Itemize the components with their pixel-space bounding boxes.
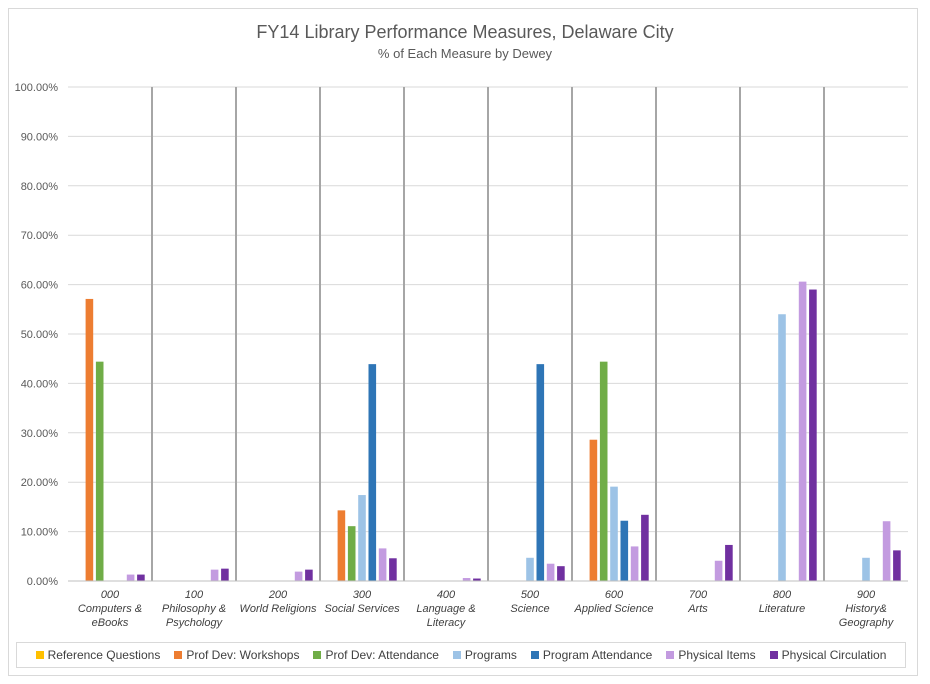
bar-programs: [862, 557, 870, 581]
bar-physical-circulation: [305, 569, 313, 581]
x-tick-label: 000 Computers & eBooks: [78, 589, 142, 629]
bar-physical-items: [630, 546, 639, 581]
y-tick-label: 30.00%: [21, 428, 59, 440]
legend-swatch: [35, 651, 44, 659]
bar-physical-items: [546, 563, 555, 581]
y-tick-label: 70.00%: [21, 230, 59, 242]
bar-physical-circulation: [557, 566, 565, 581]
legend-entry: Physical Circulation: [769, 648, 887, 662]
legend: Reference Questions Prof Dev: Workshops Pr…: [16, 642, 906, 668]
legend-entry: Programs: [452, 648, 517, 662]
x-tick-label: 500 Science: [510, 589, 549, 615]
bar-physical-circulation: [809, 289, 817, 581]
bar-physical-items: [126, 574, 135, 581]
bar-prof-dev-attendance: [95, 361, 104, 581]
legend-swatch: [452, 651, 461, 659]
bar-programs: [610, 486, 618, 581]
bar-physical-items: [294, 571, 303, 581]
bar-programs: [358, 495, 366, 581]
y-tick-label: 10.00%: [21, 527, 59, 539]
bar-physical-circulation: [725, 544, 733, 581]
bar-physical-items: [798, 281, 807, 581]
bar-physical-items: [210, 569, 219, 581]
bar-physical-circulation: [389, 558, 397, 581]
legend-label: Reference Questions: [47, 648, 161, 662]
legend-entry: Program Attendance: [530, 648, 653, 662]
bar-physical-circulation: [893, 550, 901, 581]
bar-programs: [526, 557, 534, 581]
bar-program-attendance: [536, 364, 545, 581]
bar-physical-circulation: [641, 514, 649, 581]
legend-entry: Prof Dev: Attendance: [313, 648, 439, 662]
bar-prof-dev-workshops: [589, 439, 598, 581]
legend-swatch: [666, 651, 675, 659]
bar-physical-circulation: [137, 574, 145, 581]
legend-label: Program Attendance: [542, 648, 653, 662]
x-tick-label: 100 Philosophy & Psychology: [162, 589, 226, 629]
bar-physical-items: [882, 521, 891, 581]
x-tick-label: 600 Applied Science: [574, 589, 654, 615]
bar-physical-items: [378, 548, 387, 581]
legend-entry: Reference Questions: [35, 648, 161, 662]
chart-area: [8, 8, 918, 676]
y-tick-label: 90.00%: [21, 131, 59, 143]
y-tick-label: 0.00%: [27, 576, 58, 588]
bar-physical-items: [714, 560, 723, 581]
legend-swatch: [769, 651, 778, 659]
bar-program-attendance: [620, 520, 629, 581]
legend-entry: Physical Items: [666, 648, 756, 662]
bar-prof-dev-workshops: [337, 510, 346, 581]
y-tick-label: 20.00%: [21, 477, 59, 489]
legend-entry: Prof Dev: Workshops: [174, 648, 299, 662]
bar-physical-circulation: [221, 568, 229, 581]
bar-physical-circulation: [473, 578, 481, 581]
legend-label: Prof Dev: Attendance: [325, 648, 439, 662]
x-tick-label: 400 Language & Literacy: [416, 589, 475, 629]
x-tick-label: 300 Social Services: [324, 589, 400, 615]
legend-label: Physical Circulation: [781, 648, 887, 662]
x-tick-label: 800 Literature: [759, 589, 805, 615]
y-tick-label: 80.00%: [21, 181, 59, 193]
legend-swatch: [530, 651, 539, 659]
legend-label: Programs: [464, 648, 517, 662]
legend-label: Prof Dev: Workshops: [186, 648, 300, 662]
chart-subtitle: % of Each Measure by Dewey: [377, 46, 553, 61]
bar-prof-dev-attendance: [599, 361, 608, 581]
legend-label: Physical Items: [678, 648, 756, 662]
y-tick-label: 60.00%: [21, 280, 59, 292]
x-tick-label: 900 History& Geography: [839, 589, 895, 629]
bar-program-attendance: [368, 364, 377, 581]
y-tick-label: 40.00%: [21, 378, 59, 390]
legend-swatch: [313, 651, 322, 659]
x-tick-label: 200 World Religions: [239, 589, 317, 615]
x-tick-label: 700 Arts: [687, 589, 708, 615]
y-tick-label: 100.00%: [15, 82, 59, 94]
legend-swatch: [174, 651, 183, 659]
bar-physical-items: [462, 578, 471, 581]
y-tick-label: 50.00%: [21, 329, 59, 341]
bar-programs: [778, 314, 786, 581]
bar-prof-dev-attendance: [347, 526, 356, 581]
bar-prof-dev-workshops: [85, 298, 94, 581]
chart-title: FY14 Library Performance Measures, Delaw…: [256, 22, 674, 42]
